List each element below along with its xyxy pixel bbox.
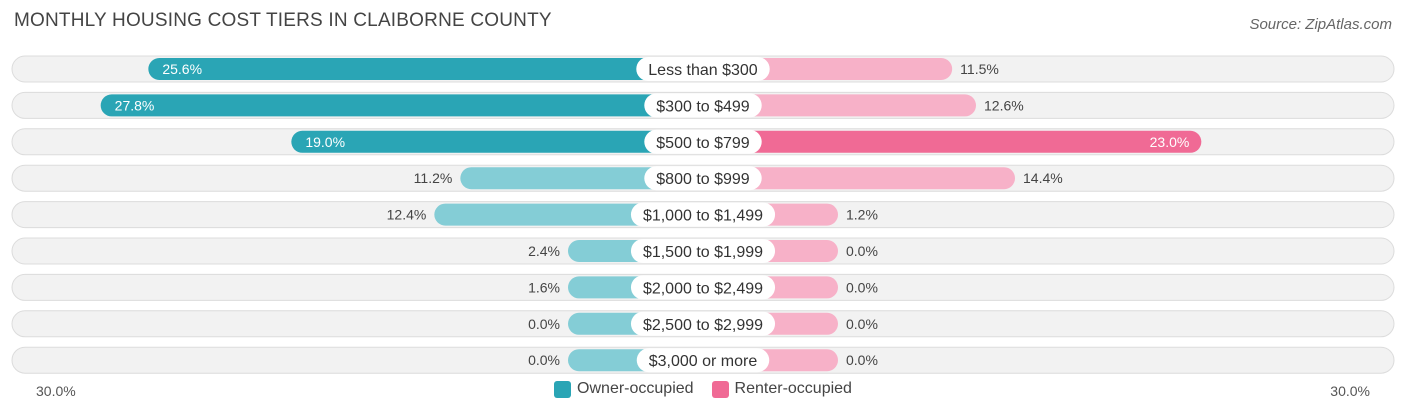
value-label-owner: 27.8% bbox=[115, 97, 155, 113]
chart-source: Source: ZipAtlas.com bbox=[1249, 16, 1392, 33]
bar-renter-occupied bbox=[703, 130, 1202, 153]
axis-label-right: 30.0% bbox=[1330, 383, 1370, 399]
value-label-renter: 0.0% bbox=[846, 316, 878, 332]
value-label-renter: 0.0% bbox=[846, 352, 878, 368]
category-label-pill bbox=[630, 275, 776, 300]
value-label-owner: 1.6% bbox=[528, 279, 560, 295]
category-label: $500 to $799 bbox=[656, 135, 750, 152]
category-label-pill bbox=[636, 57, 770, 81]
value-label-renter: 0.0% bbox=[846, 279, 878, 295]
category-label-pill bbox=[644, 93, 762, 118]
value-label-renter: 14.4% bbox=[1023, 170, 1063, 186]
category-label: $300 to $499 bbox=[656, 98, 750, 115]
axis-label-left: 30.0% bbox=[36, 383, 76, 399]
category-label: Less than $300 bbox=[648, 62, 758, 79]
category-label-pill bbox=[630, 311, 776, 336]
value-label-owner: 11.2% bbox=[414, 170, 453, 186]
value-label-renter: 0.0% bbox=[846, 243, 878, 259]
value-label-renter: 12.6% bbox=[984, 97, 1024, 113]
value-label-owner: 19.0% bbox=[305, 134, 345, 150]
bar-renter-occupied bbox=[703, 167, 1015, 190]
bar-owner-occupied bbox=[148, 58, 704, 80]
category-label-pill bbox=[630, 202, 776, 227]
value-label-owner: 2.4% bbox=[528, 243, 560, 259]
bar-owner-occupied bbox=[100, 94, 703, 117]
legend-swatch-renter bbox=[711, 380, 729, 398]
value-label-renter: 1.2% bbox=[846, 207, 878, 223]
category-label-pill bbox=[630, 239, 776, 263]
value-label-owner: 0.0% bbox=[528, 352, 560, 368]
chart-title: MONTHLY HOUSING COST TIERS IN CLAIBORNE … bbox=[14, 10, 552, 31]
value-label-owner: 0.0% bbox=[528, 316, 560, 332]
category-label: $2,500 to $2,999 bbox=[643, 317, 763, 334]
category-label: $800 to $999 bbox=[656, 171, 750, 188]
category-label: $3,000 or more bbox=[649, 353, 758, 370]
category-label-pill bbox=[644, 129, 762, 154]
category-label: $2,000 to $2,499 bbox=[643, 280, 763, 297]
value-label-owner: 25.6% bbox=[162, 61, 202, 77]
legend-item-renter[interactable]: Renter-occupied bbox=[711, 380, 852, 398]
bar-owner-occupied bbox=[291, 130, 703, 153]
value-label-owner: 12.4% bbox=[387, 207, 427, 223]
legend-label-renter: Renter-occupied bbox=[734, 380, 852, 397]
category-label-pill bbox=[644, 166, 762, 191]
legend-label-owner: Owner-occupied bbox=[577, 380, 694, 397]
value-label-renter: 23.0% bbox=[1150, 134, 1190, 150]
legend-swatch-owner bbox=[554, 380, 572, 398]
bar-owner-occupied bbox=[460, 167, 703, 190]
category-label-pill bbox=[636, 348, 770, 373]
chart-legend: Owner-occupied Renter-occupied bbox=[0, 380, 1406, 398]
category-label: $1,500 to $1,999 bbox=[643, 244, 763, 261]
category-label: $1,000 to $1,499 bbox=[643, 208, 763, 225]
value-label-renter: 11.5% bbox=[960, 61, 999, 77]
legend-item-owner[interactable]: Owner-occupied bbox=[554, 380, 694, 398]
bar-renter-occupied bbox=[703, 94, 976, 117]
